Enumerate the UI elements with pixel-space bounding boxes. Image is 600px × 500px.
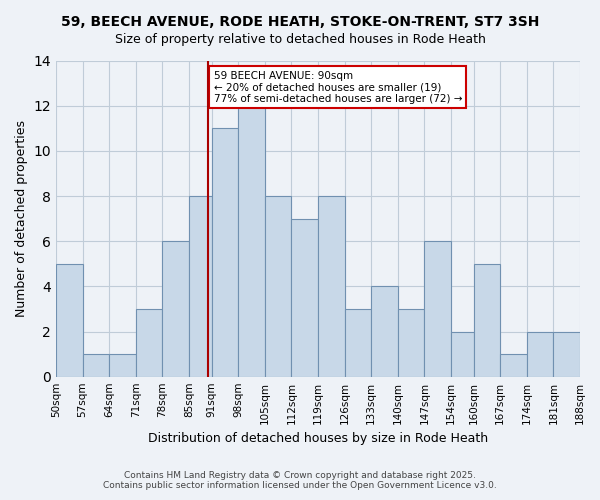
Text: 59 BEECH AVENUE: 90sqm
← 20% of detached houses are smaller (19)
77% of semi-det: 59 BEECH AVENUE: 90sqm ← 20% of detached…: [214, 70, 462, 104]
Bar: [163, 241, 189, 376]
Bar: [451, 332, 473, 376]
Bar: [500, 354, 527, 376]
Bar: [109, 354, 136, 376]
Text: 59, BEECH AVENUE, RODE HEATH, STOKE-ON-TRENT, ST7 3SH: 59, BEECH AVENUE, RODE HEATH, STOKE-ON-T…: [61, 15, 539, 29]
Bar: [527, 332, 553, 376]
Bar: [318, 196, 344, 376]
Text: Contains HM Land Registry data © Crown copyright and database right 2025.
Contai: Contains HM Land Registry data © Crown c…: [103, 470, 497, 490]
Y-axis label: Number of detached properties: Number of detached properties: [15, 120, 28, 317]
Bar: [473, 264, 500, 376]
X-axis label: Distribution of detached houses by size in Rode Heath: Distribution of detached houses by size …: [148, 432, 488, 445]
Bar: [189, 196, 212, 376]
Bar: [238, 106, 265, 376]
Bar: [265, 196, 292, 376]
Bar: [56, 264, 83, 376]
Bar: [553, 332, 580, 376]
Bar: [292, 218, 318, 376]
Bar: [83, 354, 109, 376]
Bar: [424, 241, 451, 376]
Bar: [212, 128, 238, 376]
Bar: [371, 286, 398, 376]
Text: Size of property relative to detached houses in Rode Heath: Size of property relative to detached ho…: [115, 32, 485, 46]
Bar: [344, 309, 371, 376]
Bar: [398, 309, 424, 376]
Bar: [136, 309, 163, 376]
